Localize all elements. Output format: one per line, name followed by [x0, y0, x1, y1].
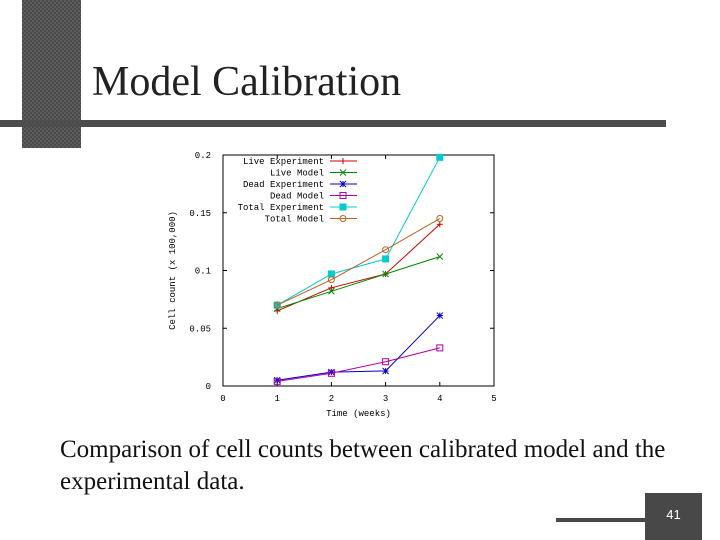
legend-label-1: Live Model	[270, 169, 324, 179]
y-axis-label: Cell count (x 100,000)	[168, 211, 178, 330]
legend-label-5: Total Model	[265, 215, 324, 225]
data-point-2-2	[382, 367, 389, 375]
x-tick-label: 4	[437, 394, 442, 404]
slide-title: Model Calibration	[92, 59, 402, 105]
chart-svg: 0 1 2 3 4 5 0 0.05 0.1 0.15 0.2 Time (weeks) Cell co…	[168, 151, 497, 419]
legend-marker-3	[339, 192, 347, 199]
series-line-3	[277, 347, 440, 382]
legend-label-0: Live Experiment	[243, 157, 324, 167]
legend-marker-1	[339, 169, 347, 176]
y-tick-label: 0	[206, 382, 211, 392]
series-line-5	[276, 218, 441, 306]
x-tick-label: 3	[383, 394, 388, 404]
data-point-3-3	[436, 344, 444, 352]
y-tick-label: 0.15	[189, 209, 211, 219]
x-tick-label: 5	[491, 394, 496, 404]
page-number: 41	[666, 507, 681, 522]
calibration-chart: 0 1 2 3 4 5 0 0.05 0.1 0.15 0.2 Time (weeks) Cell co…	[126, 133, 564, 431]
decorative-title-bar	[0, 120, 666, 127]
data-point-3-1	[327, 369, 335, 377]
series-line-4	[276, 157, 441, 306]
y-tick-label: 0.2	[195, 151, 211, 161]
data-point-4-1	[327, 270, 335, 278]
data-point-4-3	[436, 153, 444, 161]
legend-marker-5	[339, 215, 347, 222]
slide-caption: Comparison of cell counts between calibr…	[60, 436, 666, 495]
y-tick-label: 0.1	[195, 267, 211, 277]
y-tick-label: 0.05	[189, 324, 211, 334]
data-point-3-0	[273, 377, 281, 385]
data-point-5-1	[327, 276, 335, 284]
legend-label-2: Dead Experiment	[243, 180, 324, 190]
legend-label-4: Total Experiment	[238, 203, 324, 213]
legend-marker-4	[339, 203, 347, 211]
data-point-1-2	[382, 270, 389, 278]
data-point-0-1	[328, 284, 335, 291]
x-tick-label: 1	[274, 394, 279, 404]
legend-marker-0	[340, 158, 346, 164]
series-line-1	[277, 256, 440, 310]
data-point-5-2	[382, 246, 390, 254]
legend-marker-2	[339, 180, 347, 188]
legend-label-3: Dead Model	[270, 192, 324, 202]
data-point-5-0	[273, 301, 281, 309]
data-point-5-3	[436, 215, 444, 223]
data-point-2-3	[436, 312, 444, 319]
series-line-2	[277, 315, 441, 381]
series-line-0	[277, 223, 441, 312]
data-point-1-1	[328, 287, 335, 295]
page-number-box: 41	[645, 493, 702, 540]
data-point-4-2	[382, 255, 390, 263]
x-axis-label: Time (weeks)	[326, 409, 391, 419]
x-tick-label: 2	[329, 394, 334, 404]
x-tick-label: 0	[220, 394, 225, 404]
data-point-1-3	[436, 253, 444, 260]
data-point-3-2	[382, 358, 390, 366]
footer-divider	[556, 518, 645, 522]
data-point-0-3	[436, 221, 443, 228]
